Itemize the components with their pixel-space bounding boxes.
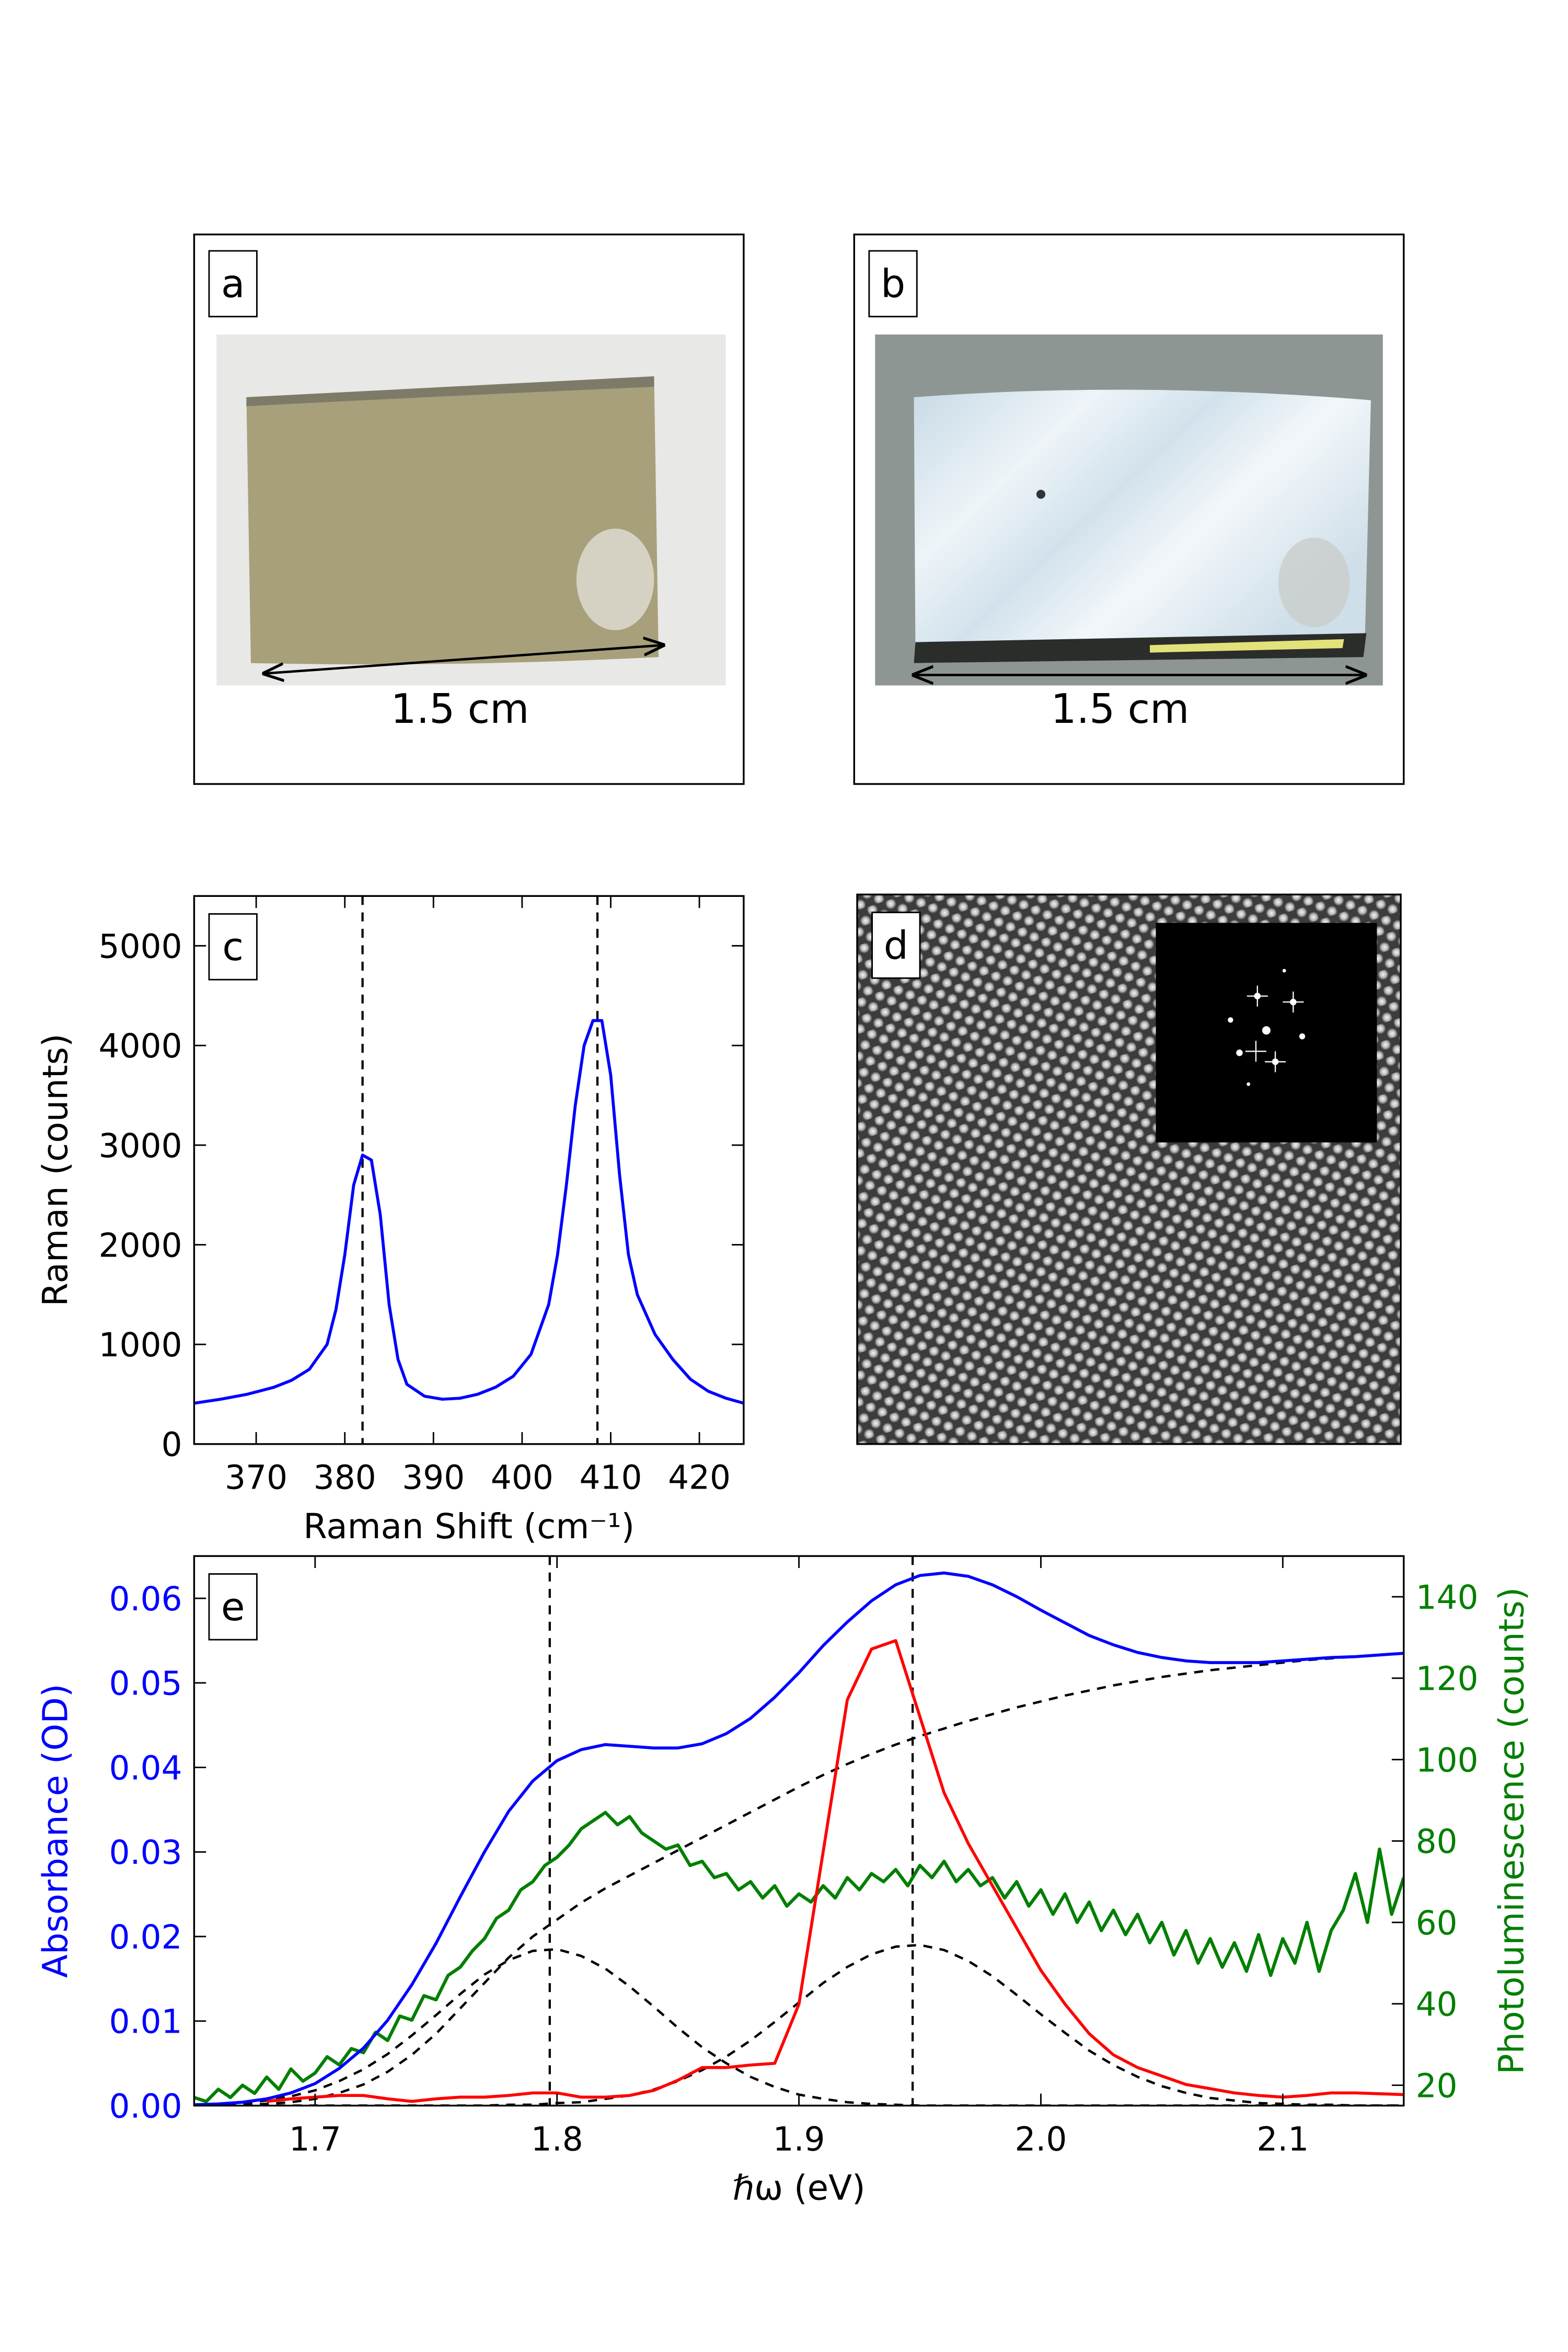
sample-spot <box>1036 490 1045 499</box>
sample-highlight <box>576 528 654 630</box>
panel-label: a <box>221 261 245 307</box>
y-tick-label: 0.03 <box>109 1834 182 1872</box>
sample-edge <box>914 633 1367 663</box>
data-line <box>194 1019 744 1405</box>
y2-tick-label: 60 <box>1416 1904 1458 1942</box>
y-tick-label: 0.02 <box>109 1918 182 1956</box>
data-line <box>194 1571 1404 2106</box>
y2-tick-label: 100 <box>1416 1741 1479 1779</box>
scale-caption: 1.5 cm <box>1051 686 1190 733</box>
y2-tick-label: 140 <box>1416 1578 1479 1617</box>
scale-caption: 1.5 cm <box>391 686 529 733</box>
x-tick-label: 2.0 <box>1014 2120 1067 2158</box>
panel-label-box <box>871 912 921 979</box>
panel-label: e <box>221 1584 245 1630</box>
x-tick-label: 410 <box>580 1459 642 1497</box>
panel-label-box <box>208 913 258 981</box>
fit-line <box>194 1652 1404 2106</box>
x-axis-label: ℏω (eV) <box>732 2169 865 2208</box>
y-tick-label: 4000 <box>99 1027 182 1065</box>
y-tick-label: 2000 <box>99 1226 182 1264</box>
scale-arrow <box>264 645 663 673</box>
axes-frame <box>193 1555 1405 2107</box>
x-tick-label: 390 <box>402 1459 465 1497</box>
panel-label-box <box>208 250 258 318</box>
y2-tick-label: 20 <box>1416 2067 1458 2105</box>
y2-tick-label: 40 <box>1416 1986 1458 2024</box>
sample-edge <box>246 376 654 407</box>
panel-label: d <box>884 923 908 968</box>
x-tick-label: 420 <box>668 1459 731 1497</box>
fft-spots <box>1228 969 1306 1086</box>
data-line <box>266 1639 1404 2103</box>
x-tick-label: 400 <box>491 1459 554 1497</box>
sample-highlight <box>1278 537 1350 627</box>
fit-line <box>194 1948 1404 2106</box>
y-axis-label: Raman (counts) <box>36 1034 76 1307</box>
y2-axis-label: Photoluminescence (counts) <box>1492 1587 1531 2074</box>
y-tick-label: 0.05 <box>109 1665 182 1703</box>
panel-label: b <box>881 261 905 307</box>
panel-frame <box>853 233 1405 785</box>
panel-label-box <box>868 250 918 318</box>
y-tick-label: 0.06 <box>109 1580 182 1618</box>
y-tick-label: 1000 <box>99 1326 182 1364</box>
y-tick-label: 0.01 <box>109 2003 182 2041</box>
x-axis-label: Raman Shift (cm⁻¹) <box>303 1507 635 1547</box>
x-tick-label: 1.9 <box>773 2120 825 2158</box>
y-tick-label: 5000 <box>99 927 182 965</box>
sample-glass <box>246 376 659 665</box>
y-tick-label: 0.00 <box>109 2087 182 2125</box>
data-line <box>194 1811 1404 2103</box>
fit-line <box>194 1943 1404 2106</box>
panel-frame <box>856 893 1402 1445</box>
panel-frame <box>193 233 745 785</box>
x-tick-label: 2.1 <box>1256 2120 1309 2158</box>
sample-edge-highlight <box>1150 639 1344 653</box>
x-tick-label: 1.8 <box>531 2120 583 2158</box>
panel-label: c <box>222 924 244 970</box>
y2-tick-label: 80 <box>1416 1823 1458 1861</box>
y2-tick-label: 120 <box>1416 1660 1479 1698</box>
y-tick-label: 0 <box>162 1426 182 1464</box>
panel-label-box <box>208 1573 258 1641</box>
axes-frame <box>193 895 745 1445</box>
sample-mirror <box>914 389 1371 648</box>
x-tick-label: 370 <box>225 1459 287 1497</box>
y-tick-label: 0.04 <box>109 1749 182 1787</box>
y-axis-label: Absorbance (OD) <box>36 1684 76 1978</box>
x-tick-label: 1.7 <box>289 2120 341 2158</box>
y-tick-label: 3000 <box>99 1127 182 1165</box>
x-tick-label: 380 <box>314 1459 376 1497</box>
